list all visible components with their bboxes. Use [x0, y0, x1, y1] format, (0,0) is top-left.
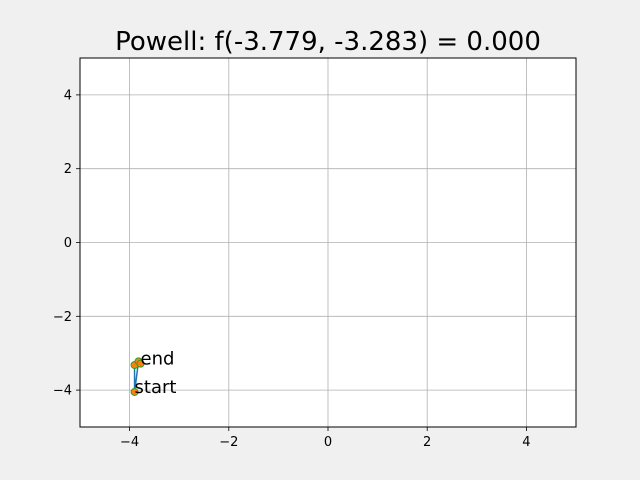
y-tick-label: 0 — [64, 236, 72, 251]
y-tick-label: −2 — [53, 310, 72, 325]
x-tick-label: 4 — [522, 435, 530, 450]
points-layer — [130, 357, 145, 396]
annotation-layer: start end — [135, 349, 177, 398]
axis-ticks: −4 −2 0 2 4 −4 −2 0 2 4 — [53, 88, 531, 450]
y-tick-label: 2 — [64, 162, 72, 177]
grid-lines — [80, 58, 576, 427]
annotation-end: end — [141, 349, 175, 370]
chart-title: Powell: f(-3.779, -3.283) = 0.000 — [115, 27, 541, 57]
x-tick-label: 0 — [324, 435, 332, 450]
annotation-start: start — [135, 377, 177, 398]
x-tick-label: 2 — [423, 435, 431, 450]
x-tick-label: −4 — [120, 435, 139, 450]
data-point — [130, 387, 139, 396]
y-tick-label: 4 — [64, 88, 72, 103]
data-point — [136, 359, 145, 368]
y-tick-label: −4 — [53, 384, 72, 399]
x-tick-label: −2 — [219, 435, 238, 450]
